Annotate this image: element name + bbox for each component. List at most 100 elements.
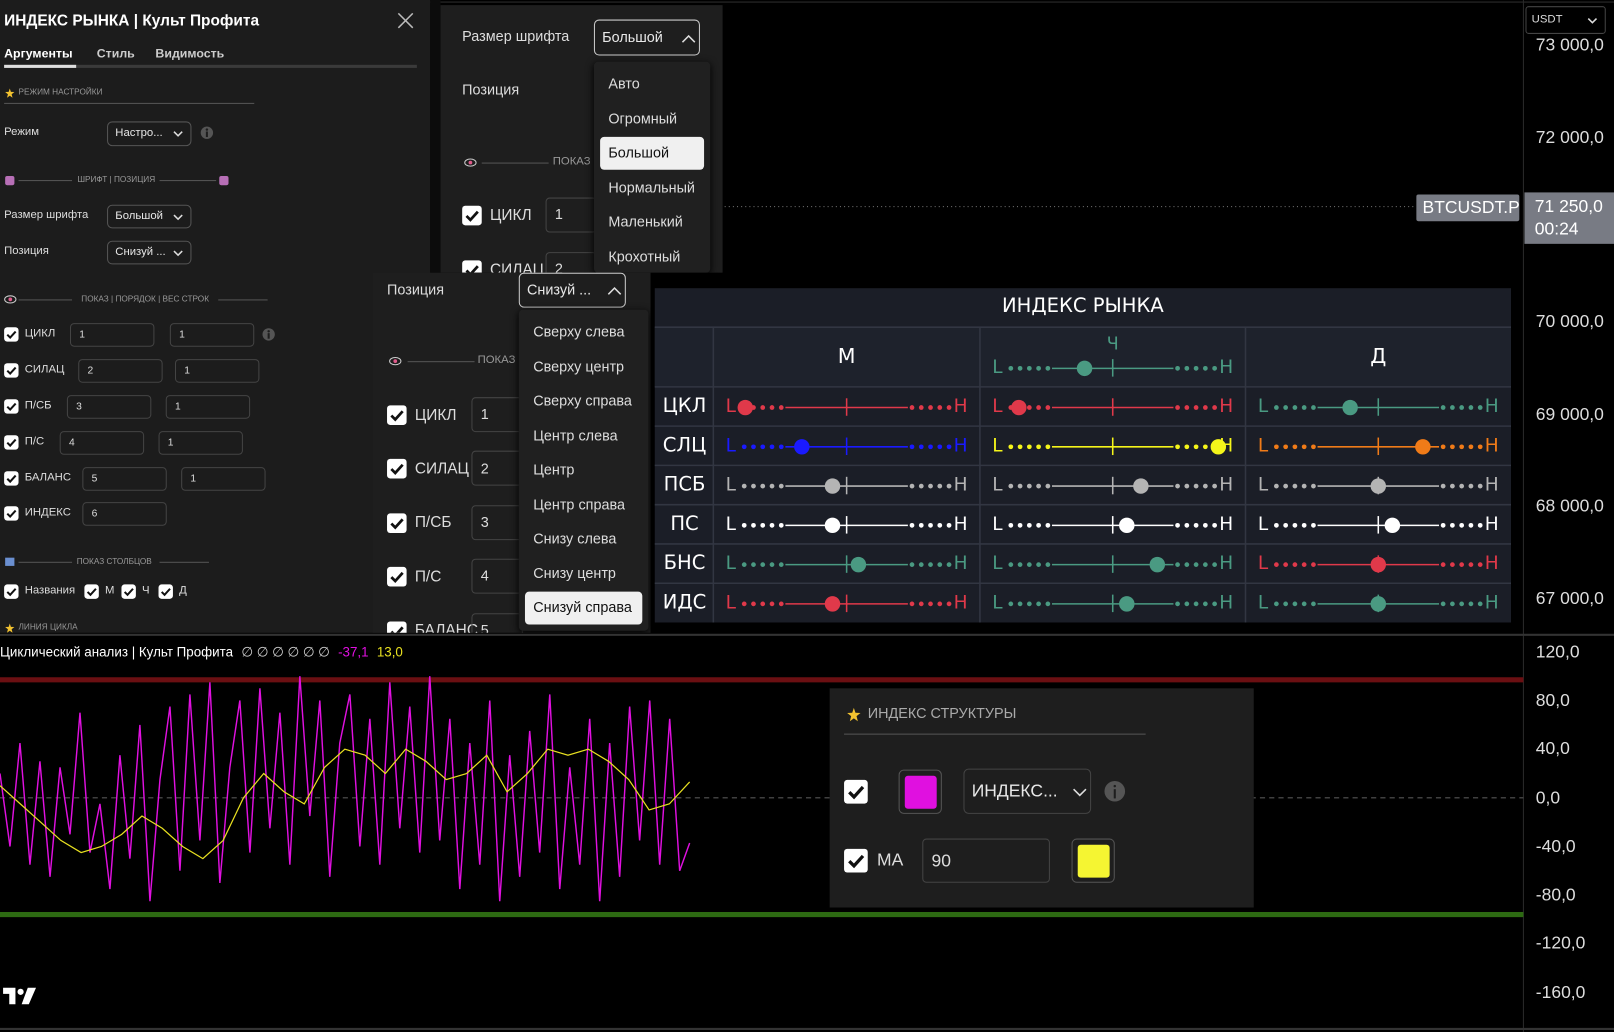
color-swatch[interactable] [1071, 838, 1115, 883]
track-dot [1292, 405, 1298, 410]
option-label: Крохотный [608, 247, 681, 265]
dropdown-option[interactable]: Маленький [600, 206, 704, 239]
input[interactable]: 1 [158, 431, 243, 455]
input[interactable]: 1 [545, 197, 598, 233]
row-label: СИЛАЦ [24, 363, 65, 376]
track-dot [918, 562, 924, 567]
checkbox[interactable] [387, 621, 407, 633]
section-title: ШРИФТ | ПОЗИЦИЯ [77, 175, 156, 185]
select[interactable]: Снизуй ... [107, 240, 192, 265]
select[interactable]: ИНДЕКС... [963, 768, 1092, 814]
input[interactable]: 2 [471, 451, 523, 487]
checkbox[interactable] [4, 584, 19, 599]
dropdown-option[interactable]: Центр слева [525, 419, 642, 452]
input[interactable]: 5 [82, 467, 167, 491]
track-low-label: L [992, 357, 1003, 378]
track-dot [1301, 522, 1307, 528]
track-marker [1076, 360, 1093, 377]
checkbox[interactable] [4, 327, 19, 342]
checkbox[interactable] [387, 405, 407, 425]
tab[interactable]: Аргументы [4, 45, 73, 61]
tab[interactable]: Видимость [155, 45, 225, 61]
input[interactable]: 6 [82, 502, 167, 526]
checkbox[interactable] [387, 513, 407, 533]
track-marker [1370, 556, 1387, 573]
checkbox[interactable] [4, 506, 19, 521]
input[interactable]: 3 [471, 504, 523, 540]
track-dot [760, 444, 766, 450]
y-tick-label: 0,0 [1535, 787, 1561, 808]
track-dot [778, 483, 784, 489]
track-marker [1210, 439, 1227, 455]
currency-select[interactable]: USDT [1525, 6, 1606, 34]
dropdown-option[interactable]: Огромный [600, 102, 704, 135]
input[interactable]: 4 [59, 431, 145, 455]
track-dot [1450, 405, 1455, 410]
track-dot [909, 601, 915, 607]
track-dot [1026, 444, 1032, 450]
dropdown-option[interactable]: Нормальный [600, 171, 704, 204]
input-value: 2 [554, 260, 563, 273]
checkbox[interactable] [462, 260, 482, 273]
input-value: 6 [91, 507, 98, 520]
section-icon [219, 175, 229, 186]
check-icon [86, 588, 97, 597]
input[interactable]: 1 [181, 467, 266, 491]
dropdown-option[interactable]: Центр [525, 454, 642, 487]
field-label: Позиция [4, 245, 49, 258]
input[interactable]: 2 [545, 252, 598, 273]
check-icon [6, 402, 17, 412]
input[interactable]: 3 [66, 395, 152, 419]
select[interactable]: Настро... [107, 121, 192, 147]
dropdown-option[interactable]: Снизу слева [525, 523, 642, 556]
track-dot [928, 444, 933, 450]
input[interactable]: 1 [69, 323, 155, 347]
checkbox[interactable] [387, 567, 407, 587]
dropdown-option[interactable]: Центр справа [525, 488, 642, 521]
input[interactable]: 2 [78, 359, 163, 383]
track-dot [946, 601, 952, 607]
input[interactable]: 90 [922, 838, 1050, 883]
dropdown-option[interactable]: Большой [600, 136, 705, 170]
tab[interactable]: Стиль [96, 45, 135, 61]
input[interactable]: 5 [471, 612, 523, 633]
checkbox[interactable] [84, 584, 99, 599]
track-dot [1274, 483, 1279, 489]
color-swatch[interactable] [898, 769, 942, 814]
check-icon [465, 210, 479, 222]
track-dot [937, 562, 943, 567]
input[interactable]: 1 [165, 395, 251, 419]
checkbox[interactable] [4, 363, 19, 378]
close-button[interactable] [397, 12, 414, 29]
track-dot [1193, 365, 1199, 371]
select[interactable]: Большой [107, 204, 192, 229]
input[interactable]: 1 [169, 323, 255, 347]
dropdown-option[interactable]: Снизуй справа [524, 591, 643, 625]
price-tick-label: 69 000,0 [1535, 403, 1604, 424]
checkbox[interactable] [121, 584, 136, 599]
input[interactable]: 1 [471, 397, 523, 433]
checkbox[interactable] [844, 779, 868, 804]
dropdown-option[interactable]: Сверху справа [525, 385, 642, 418]
dropdown-option[interactable]: Сверху слева [525, 316, 642, 349]
checkbox[interactable] [387, 459, 407, 479]
input[interactable]: 1 [174, 359, 260, 383]
track-dot [778, 601, 784, 607]
input[interactable]: 4 [471, 558, 523, 594]
swatch-fill [904, 775, 937, 809]
dropdown-option[interactable]: Крохотный [600, 240, 704, 272]
chevron-down [1073, 788, 1087, 797]
dropdown-option[interactable]: Авто [600, 68, 704, 101]
checkbox[interactable] [158, 584, 173, 599]
track-dot [778, 562, 784, 567]
checkbox[interactable] [4, 435, 19, 450]
row-label: БАЛАНС [414, 621, 478, 633]
checkbox[interactable] [844, 848, 868, 873]
checkbox[interactable] [4, 471, 19, 486]
dropdown-option[interactable]: Сверху центр [525, 350, 642, 383]
checkbox[interactable] [462, 205, 482, 226]
select[interactable]: Снизуй ... [518, 272, 626, 308]
dropdown-option[interactable]: Снизу центр [525, 557, 642, 590]
select[interactable]: Большой [593, 19, 700, 56]
checkbox[interactable] [4, 399, 19, 414]
